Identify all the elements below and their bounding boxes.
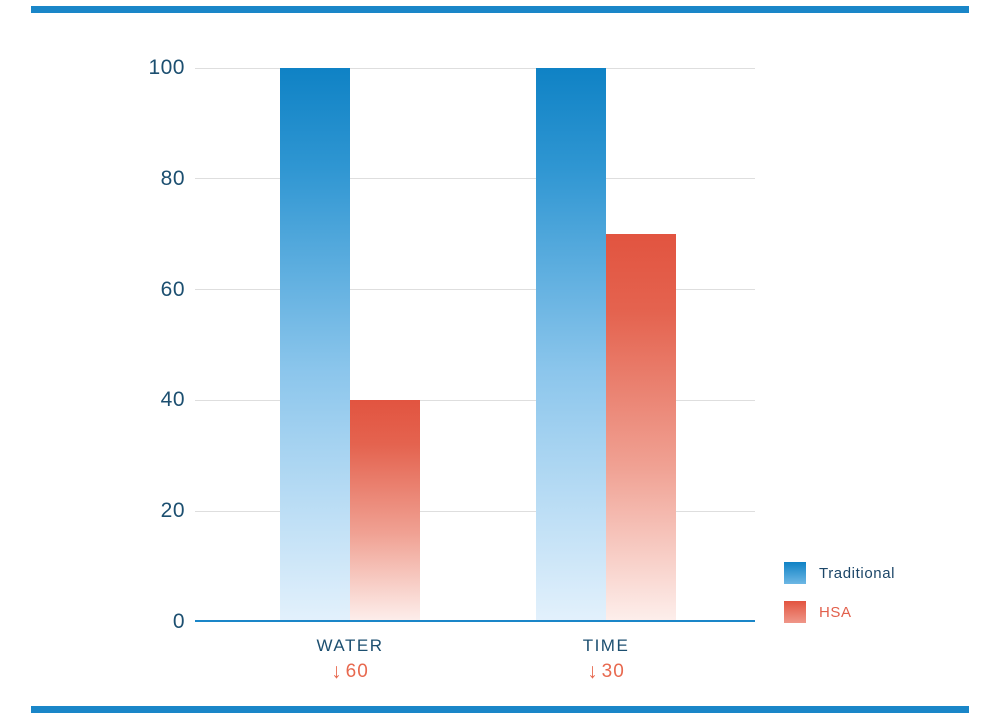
y-tick-label-100: 100 bbox=[148, 56, 185, 79]
bar-hsa-water bbox=[350, 400, 420, 622]
decrease-arrow-icon: ↓ bbox=[587, 660, 598, 683]
legend-swatch-traditional bbox=[784, 562, 806, 584]
bottom-border-rule bbox=[31, 706, 969, 713]
category-label-water: WATER bbox=[316, 636, 384, 655]
gridline-80 bbox=[195, 178, 755, 180]
y-tick-label-0: 0 bbox=[172, 610, 185, 633]
decrease-annotation-time: ↓ 30 bbox=[526, 661, 686, 683]
decrease-arrow-icon: ↓ bbox=[331, 660, 342, 683]
bar-traditional-time bbox=[536, 68, 606, 622]
top-border-rule bbox=[31, 6, 969, 13]
y-tick-label-40: 40 bbox=[160, 388, 185, 412]
gridline-60 bbox=[195, 289, 755, 291]
legend-swatch-hsa bbox=[784, 601, 806, 623]
legend-item-traditional: Traditional bbox=[784, 562, 895, 584]
y-tick-label-20: 20 bbox=[160, 499, 185, 523]
decrease-value: 60 bbox=[345, 661, 369, 682]
gridline-20 bbox=[195, 510, 755, 512]
bar-hsa-time bbox=[606, 234, 676, 622]
decrease-value: 30 bbox=[601, 661, 625, 682]
bar-traditional-water bbox=[280, 68, 350, 622]
x-axis-line bbox=[195, 620, 755, 622]
legend-label-traditional: Traditional bbox=[819, 564, 896, 582]
legend-item-hsa: HSA bbox=[784, 601, 852, 623]
y-tick-label-60: 60 bbox=[160, 277, 185, 301]
category-label-time: TIME bbox=[582, 636, 630, 655]
gridline-40 bbox=[195, 399, 755, 401]
decrease-annotation-water: ↓ 60 bbox=[270, 661, 430, 683]
y-tick-label-80: 80 bbox=[160, 166, 185, 190]
gridline-100 bbox=[195, 67, 755, 69]
legend-label-hsa: HSA bbox=[819, 603, 852, 621]
